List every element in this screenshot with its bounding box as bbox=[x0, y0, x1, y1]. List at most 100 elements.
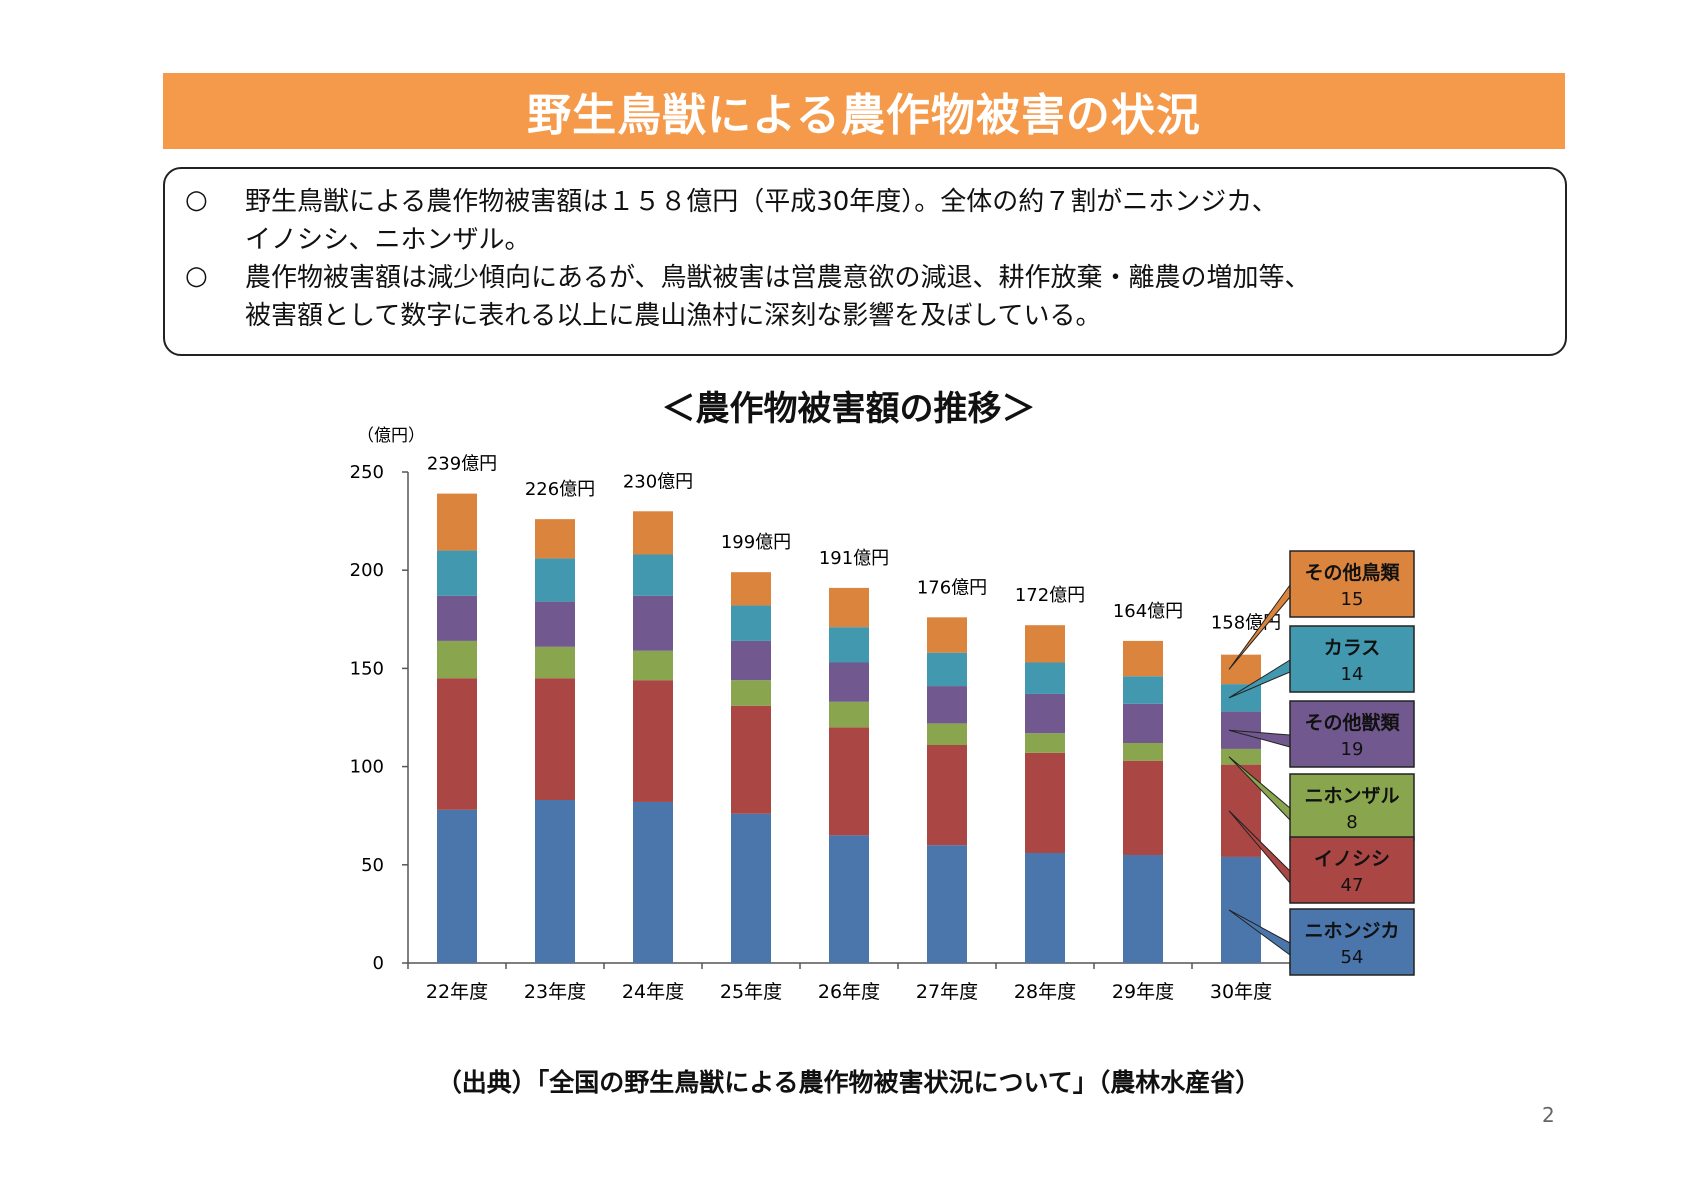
bar-segment bbox=[1025, 662, 1065, 694]
source-citation: （出典）「全国の野生鳥獣による農作物被害状況について」（農林水産省） bbox=[436, 1068, 1261, 1097]
total-label: 239億円 bbox=[427, 454, 497, 475]
summary-line: 野生鳥獣による農作物被害額は１５８億円（平成30年度）。全体の約７割がニホンジカ… bbox=[245, 187, 1278, 217]
legend-label: ニホンザル bbox=[1304, 785, 1399, 807]
bar-segment bbox=[1025, 625, 1065, 663]
page-title: 野生鳥獣による農作物被害の状況 bbox=[527, 90, 1201, 141]
bar-segment bbox=[927, 652, 967, 687]
bar-segment bbox=[927, 845, 967, 963]
y-tick-label: 150 bbox=[350, 658, 384, 679]
bar-segment bbox=[1221, 684, 1261, 712]
summary-line: イノシシ、ニホンザル。 bbox=[245, 225, 531, 255]
bar-segment bbox=[731, 605, 771, 641]
y-axis-unit: （億円） bbox=[357, 426, 425, 446]
total-label: 191億円 bbox=[819, 548, 889, 569]
bar-segment bbox=[535, 519, 575, 559]
bar-segment bbox=[927, 686, 967, 724]
summary-box: ○ 野生鳥獣による農作物被害額は１５８億円（平成30年度）。全体の約７割がニホン… bbox=[163, 167, 1567, 356]
bar-segment bbox=[829, 835, 869, 963]
x-tick-label: 28年度 bbox=[1014, 981, 1076, 1003]
legend-value: 54 bbox=[1341, 947, 1364, 968]
bar-segment bbox=[731, 640, 771, 681]
legend-box bbox=[1289, 625, 1415, 693]
bar-segment bbox=[927, 744, 967, 846]
bar-segment bbox=[437, 640, 477, 679]
bar-segment bbox=[535, 799, 575, 963]
callout-pointer bbox=[1228, 909, 1291, 956]
total-label: 230億円 bbox=[623, 471, 693, 492]
bar-segment bbox=[1221, 748, 1261, 765]
bar-segment bbox=[535, 601, 575, 647]
legend-value: 14 bbox=[1341, 664, 1364, 685]
bar-segment bbox=[535, 646, 575, 679]
bar-segment bbox=[1025, 853, 1065, 963]
bullet-mark: ○ bbox=[185, 185, 208, 215]
bar-segment bbox=[1123, 703, 1163, 744]
bullet-mark: ○ bbox=[185, 261, 208, 291]
x-tick-label: 24年度 bbox=[622, 981, 684, 1003]
legend-label: その他鳥類 bbox=[1304, 561, 1400, 584]
legend-label: カラス bbox=[1324, 637, 1381, 659]
bar-segment bbox=[633, 511, 673, 555]
x-tick-label: 30年度 bbox=[1210, 981, 1272, 1003]
legend-box bbox=[1289, 836, 1415, 904]
x-tick-label: 22年度 bbox=[426, 981, 488, 1003]
bar-segment bbox=[731, 813, 771, 963]
legend-value: 15 bbox=[1341, 589, 1364, 610]
bar-segment bbox=[927, 617, 967, 653]
legend-label: その他獣類 bbox=[1304, 711, 1400, 734]
y-tick-label: 100 bbox=[350, 757, 384, 778]
legend-label: イノシシ bbox=[1314, 848, 1390, 870]
total-label: 199億円 bbox=[721, 532, 791, 553]
bar-segment bbox=[535, 558, 575, 602]
bar-segment bbox=[731, 705, 771, 814]
bar-segment bbox=[927, 723, 967, 745]
y-tick-label: 200 bbox=[350, 560, 384, 581]
callout-pointer bbox=[1228, 659, 1291, 699]
x-tick-label: 26年度 bbox=[818, 981, 880, 1003]
bar-segment bbox=[829, 627, 869, 663]
total-label: 172億円 bbox=[1015, 585, 1085, 606]
bar-segment bbox=[437, 809, 477, 963]
bar-segment bbox=[437, 595, 477, 641]
y-tick-label: 250 bbox=[350, 462, 384, 483]
bar-segment bbox=[437, 678, 477, 810]
bar-segment bbox=[1025, 752, 1065, 854]
bar-segment bbox=[437, 550, 477, 596]
callout-pointer bbox=[1228, 729, 1291, 748]
bar-segment bbox=[1123, 743, 1163, 761]
legend-box bbox=[1289, 773, 1415, 841]
legend-value: 8 bbox=[1346, 812, 1357, 833]
legend-label: ニホンジカ bbox=[1304, 920, 1399, 942]
bar-segment bbox=[731, 572, 771, 606]
legend-value: 19 bbox=[1341, 739, 1364, 760]
chart-title: ＜農作物被害額の推移＞ bbox=[661, 389, 1036, 429]
bar-segment bbox=[633, 801, 673, 963]
x-tick-label: 25年度 bbox=[720, 981, 782, 1003]
legend-box bbox=[1289, 700, 1415, 768]
bar-segment bbox=[633, 680, 673, 802]
bar-segment bbox=[829, 727, 869, 836]
bar-segment bbox=[1123, 640, 1163, 677]
bar-segment bbox=[1123, 854, 1163, 963]
bar-segment bbox=[1221, 856, 1261, 963]
bar-segment bbox=[829, 701, 869, 728]
y-tick-label: 50 bbox=[361, 855, 384, 876]
bar-segment bbox=[1025, 733, 1065, 753]
x-tick-label: 23年度 bbox=[524, 981, 586, 1003]
bar-segment bbox=[1221, 654, 1261, 685]
bar-segment bbox=[1025, 693, 1065, 734]
legend-box bbox=[1289, 550, 1415, 618]
bar-segment bbox=[731, 680, 771, 706]
y-tick-label: 0 bbox=[373, 953, 384, 974]
bar-segment bbox=[535, 678, 575, 800]
legend-box bbox=[1289, 908, 1415, 976]
legend-value: 47 bbox=[1341, 875, 1364, 896]
bar-segment bbox=[437, 493, 477, 551]
bar-segment bbox=[1123, 676, 1163, 704]
bar-segment bbox=[633, 595, 673, 651]
page-number: 2 bbox=[1542, 1103, 1555, 1127]
bar-segment bbox=[633, 650, 673, 681]
bar-segment bbox=[829, 587, 869, 628]
x-tick-label: 29年度 bbox=[1112, 981, 1174, 1003]
